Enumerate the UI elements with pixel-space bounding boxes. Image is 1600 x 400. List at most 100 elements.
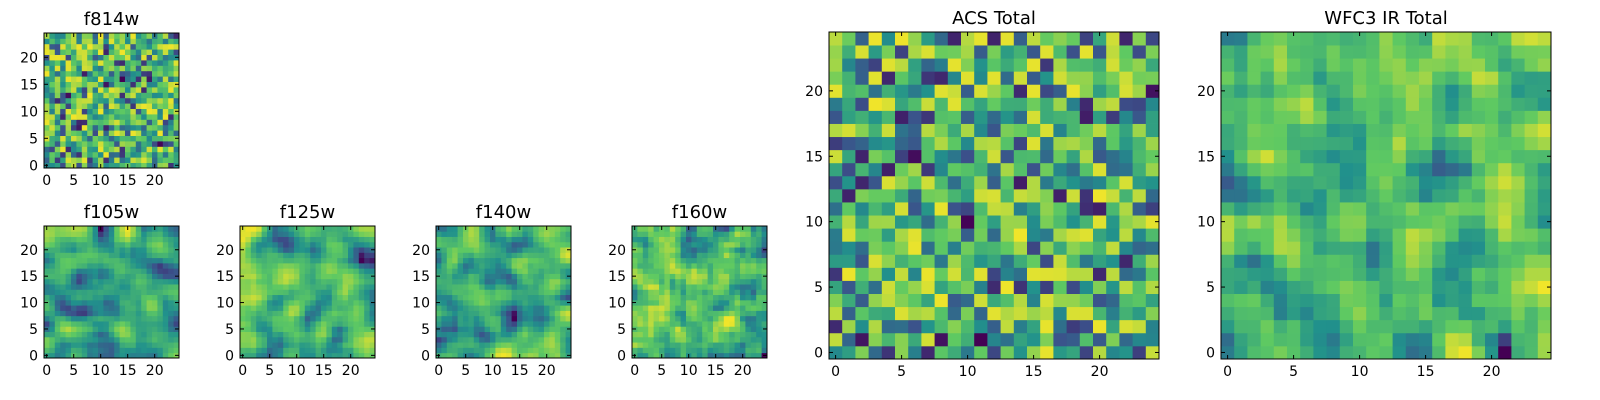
heatmap-cell — [1273, 228, 1288, 242]
heatmap-cell — [81, 76, 88, 82]
heatmap-cell — [468, 331, 475, 338]
heatmap-cell — [103, 162, 110, 169]
heatmap-cell — [713, 278, 719, 285]
heatmap-cell — [895, 188, 909, 203]
heatmap-cell — [961, 345, 975, 360]
heatmap-cell — [321, 278, 327, 285]
heatmap-cell — [961, 254, 975, 268]
heatmap-cell — [648, 336, 654, 343]
heatmap-cell — [1079, 58, 1094, 72]
heatmap-cell — [267, 336, 273, 343]
heatmap-cell — [130, 257, 137, 264]
heatmap-cell — [500, 310, 507, 317]
heatmap-cell — [680, 294, 687, 301]
heatmap-cell — [500, 305, 507, 311]
heatmap-cell — [468, 336, 475, 343]
heatmap-cell — [987, 215, 1001, 229]
heatmap-cell — [326, 321, 333, 327]
heatmap-cell — [490, 262, 496, 269]
heatmap-cell — [261, 226, 268, 232]
heatmap-cell — [734, 273, 741, 280]
heatmap-cell — [162, 43, 169, 50]
heatmap-cell — [1119, 71, 1133, 85]
heatmap-cell — [157, 278, 164, 285]
heatmap-cell — [675, 336, 681, 343]
heatmap-cell — [364, 342, 370, 348]
heatmap-cell — [868, 280, 883, 294]
heatmap-cell — [283, 299, 289, 306]
heatmap-cell — [702, 262, 708, 269]
heatmap-cell — [855, 332, 869, 347]
heatmap-cell — [342, 326, 349, 332]
heatmap-cell — [632, 231, 638, 237]
heatmap-cell — [1000, 254, 1015, 268]
heatmap-cell — [103, 236, 110, 243]
heatmap-cell — [554, 247, 561, 253]
heatmap-cell — [680, 257, 687, 264]
heatmap-cell — [653, 321, 660, 327]
heatmap-cell — [353, 331, 360, 338]
heatmap-cell — [702, 315, 708, 322]
heatmap-cell — [162, 60, 169, 66]
heatmap-cell — [146, 331, 153, 338]
heatmap-cell — [119, 352, 126, 359]
heatmap-cell — [468, 284, 475, 290]
heatmap-cell — [517, 257, 523, 264]
heatmap-cell — [1458, 149, 1473, 164]
heatmap-cell — [740, 257, 746, 264]
heatmap-cell — [533, 241, 539, 248]
heatmap-cell — [745, 321, 752, 327]
heatmap-cell — [1537, 110, 1552, 124]
heatmap-cell — [756, 252, 762, 259]
heatmap-cell — [299, 326, 306, 332]
heatmap-cell — [76, 289, 83, 296]
heatmap-cell — [642, 289, 649, 296]
heatmap-cell — [1498, 175, 1512, 190]
heatmap-cell — [1247, 58, 1261, 72]
heatmap-cell — [108, 87, 115, 93]
axes-frame — [1220, 31, 1552, 360]
heatmap-cell — [549, 284, 556, 290]
heatmap-cell — [1145, 332, 1160, 347]
heatmap-cell — [473, 226, 480, 232]
heatmap-cell — [353, 268, 360, 274]
heatmap-cell — [441, 326, 448, 332]
heatmap-cell — [125, 236, 131, 243]
heatmap-cell — [761, 257, 768, 264]
heatmap-cell — [157, 81, 164, 88]
heatmap-cell — [173, 114, 180, 120]
heatmap-cell — [1000, 97, 1015, 111]
heatmap-cell — [98, 135, 104, 142]
heatmap-cell — [1419, 228, 1433, 242]
heatmap-cell — [723, 273, 730, 280]
heatmap-cell — [152, 342, 158, 348]
heatmap-cell — [479, 315, 485, 322]
heatmap-cell — [1524, 110, 1539, 124]
heatmap-cell — [1040, 136, 1054, 151]
heatmap-cell — [1511, 188, 1525, 203]
heatmap-cell — [522, 321, 529, 327]
heatmap-cell — [1234, 215, 1248, 229]
heatmap-cell — [1027, 293, 1041, 308]
heatmap-cell — [544, 294, 550, 301]
heatmap-cell — [103, 226, 110, 232]
heatmap-cell — [173, 60, 180, 66]
heatmap-cell — [1287, 267, 1301, 281]
heatmap-cell — [1405, 188, 1420, 203]
heatmap-cell — [49, 305, 56, 311]
heatmap-cell — [321, 268, 327, 274]
heatmap-cell — [130, 294, 137, 301]
heatmap-cell — [463, 299, 469, 306]
heatmap-cell — [337, 231, 343, 237]
heatmap-cell — [669, 326, 676, 332]
heatmap-cell — [1458, 215, 1473, 229]
heatmap-cell — [696, 347, 703, 354]
heatmap-cell — [168, 278, 174, 285]
heatmap-cell — [495, 315, 502, 322]
heatmap-cell — [632, 252, 638, 259]
heatmap-cell — [331, 284, 338, 290]
heatmap-cell — [315, 310, 322, 317]
heatmap-cell — [76, 315, 83, 322]
heatmap-cell — [1471, 228, 1486, 242]
heatmap-cell — [750, 336, 757, 343]
